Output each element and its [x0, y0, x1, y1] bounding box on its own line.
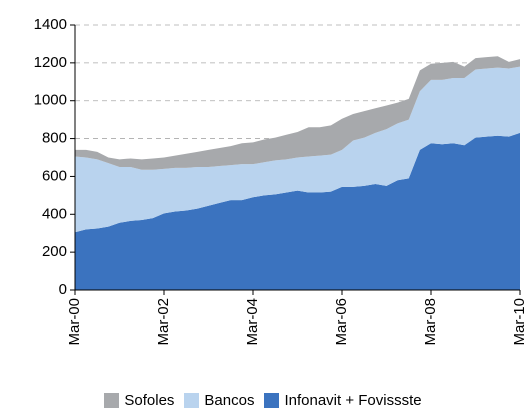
- area: [75, 66, 520, 233]
- legend-item: Bancos: [184, 392, 254, 409]
- y-tick-label: 800: [42, 130, 67, 147]
- x-tick-label: Mar-10: [511, 298, 526, 346]
- chart: 0 200 400 600 800 1000 1200 1400 Mar-00 Mar-02 Mar…: [34, 16, 526, 346]
- x-tick-label: Mar-04: [244, 298, 261, 346]
- area: [75, 132, 520, 290]
- y-tick-label: 200: [42, 243, 67, 260]
- x-tick-label: Mar-06: [333, 298, 350, 346]
- y-tick-label: 1200: [34, 54, 67, 71]
- x-tick-label: Mar-02: [155, 298, 172, 346]
- y-tick-label: 600: [42, 167, 67, 184]
- y-tick-label: 0: [59, 281, 67, 298]
- y-tick-label: 400: [42, 205, 67, 222]
- legend: Sofoles Bancos Infonavit + Fovissste: [0, 392, 526, 409]
- legend-label: Sofoles: [124, 392, 175, 409]
- area: [75, 56, 520, 170]
- x-tick-label: Mar-00: [66, 298, 83, 346]
- y-tick-label: 1000: [34, 92, 67, 109]
- legend-item: Infonavit + Fovissste: [264, 392, 422, 409]
- legend-label: Infonavit + Fovissste: [284, 392, 422, 409]
- legend-swatch: [104, 393, 120, 408]
- x-tick-label: Mar-08: [422, 298, 439, 346]
- legend-swatch: [264, 393, 280, 408]
- legend-item: Sofoles: [104, 392, 174, 409]
- legend-swatch: [184, 393, 200, 408]
- legend-label: Bancos: [204, 392, 255, 409]
- y-tick-label: 1400: [34, 16, 67, 33]
